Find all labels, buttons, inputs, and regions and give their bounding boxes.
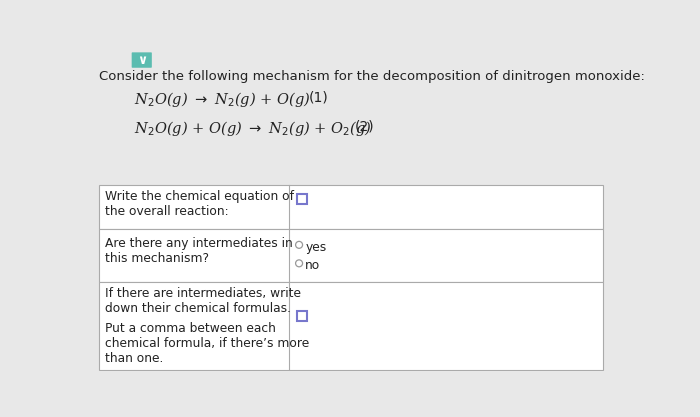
Bar (99, 229, 603, 282)
Text: N$_2$O(g) + O(g) $\rightarrow$ N$_2$(g) + O$_2$(g): N$_2$O(g) + O(g) $\rightarrow$ N$_2$(g) … (134, 119, 372, 138)
Text: yes: yes (305, 241, 326, 254)
Circle shape (295, 260, 302, 267)
FancyBboxPatch shape (132, 53, 152, 68)
Text: (1): (1) (309, 90, 328, 104)
Bar (99, 282, 603, 370)
Text: Consider the following mechanism for the decomposition of dinitrogen monoxide:: Consider the following mechanism for the… (99, 70, 645, 83)
Text: Are there any intermediates in
this mechanism?: Are there any intermediates in this mech… (104, 237, 293, 265)
Text: Write the chemical equation of
the overall reaction:: Write the chemical equation of the overa… (104, 190, 293, 218)
Text: Put a comma between each
chemical formula, if there’s more
than one.: Put a comma between each chemical formul… (104, 322, 309, 365)
Bar (99, 185, 603, 229)
Text: N$_2$O(g) $\rightarrow$ N$_2$(g) + O(g): N$_2$O(g) $\rightarrow$ N$_2$(g) + O(g) (134, 90, 311, 109)
Bar (297, 311, 307, 321)
Bar (297, 194, 307, 204)
Text: ∨: ∨ (136, 54, 147, 67)
Text: If there are intermediates, write
down their chemical formulas.: If there are intermediates, write down t… (104, 287, 300, 315)
Circle shape (295, 241, 302, 248)
Text: no: no (305, 259, 321, 272)
Text: (2): (2) (355, 119, 374, 133)
